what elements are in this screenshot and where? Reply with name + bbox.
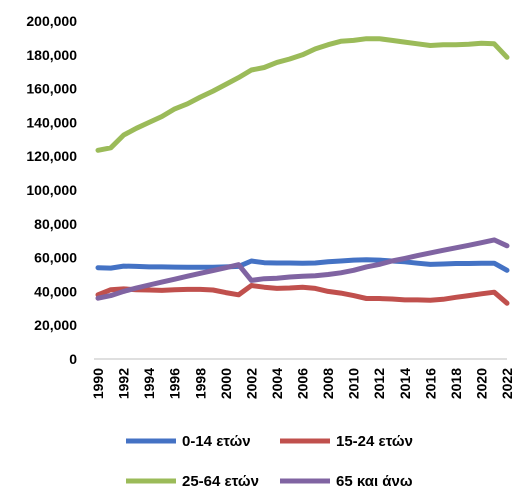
legend: 0-14 ετών 15-24 ετών 25-64 ετών 65 και άνω [126, 433, 413, 490]
x-tick-label: 1990 [90, 368, 106, 399]
x-tick-label: 2002 [243, 368, 259, 399]
legend-label: 15-24 ετών [336, 433, 413, 450]
legend-label: 0-14 ετών [182, 433, 251, 450]
x-tick-label: 2016 [422, 368, 438, 399]
series-line-4 [95, 237, 510, 301]
legend-label: 25-64 ετών [182, 473, 259, 490]
y-axis: 0 20,000 40,000 60,000 80,000 100,000 120,000 1… [26, 13, 77, 367]
y-tick-label: 180,000 [26, 47, 77, 63]
y-tick-label: 40,000 [34, 283, 77, 299]
x-tick-label: 2022 [499, 368, 515, 399]
x-tick-label: 1998 [192, 368, 208, 399]
y-tick-label: 80,000 [34, 216, 77, 232]
y-tick-label: 60,000 [34, 250, 77, 266]
y-tick-label: 100,000 [26, 182, 77, 198]
series-line-1 [95, 257, 510, 273]
y-tick-label: 0 [69, 351, 77, 367]
x-tick-label: 1996 [167, 368, 183, 399]
y-tick-label: 140,000 [26, 114, 77, 130]
x-tick-label: 2006 [295, 368, 311, 399]
x-tick-label: 2008 [320, 368, 336, 399]
x-tick-label: 1992 [116, 368, 132, 399]
x-axis: 1990 1992 1994 1996 1998 2000 2002 2004 2006 2008… [90, 368, 515, 399]
x-tick-label: 2000 [218, 368, 234, 399]
x-tick-label: 1994 [141, 368, 157, 399]
y-tick-label: 200,000 [26, 13, 77, 29]
legend-label: 65 και άνω [336, 473, 413, 490]
y-tick-label: 20,000 [34, 317, 77, 333]
x-tick-label: 2020 [473, 368, 489, 399]
y-tick-label: 160,000 [26, 81, 77, 97]
series-group [95, 36, 510, 306]
plot-area [94, 36, 510, 360]
y-tick-label: 120,000 [26, 148, 77, 164]
x-tick-label: 2004 [269, 368, 285, 399]
x-tick-label: 2010 [346, 368, 362, 399]
x-tick-label: 2014 [397, 368, 413, 399]
x-tick-label: 2012 [371, 368, 387, 399]
series-line-3 [95, 36, 510, 153]
x-tick-label: 2018 [448, 368, 464, 399]
series-line-2 [95, 283, 510, 306]
